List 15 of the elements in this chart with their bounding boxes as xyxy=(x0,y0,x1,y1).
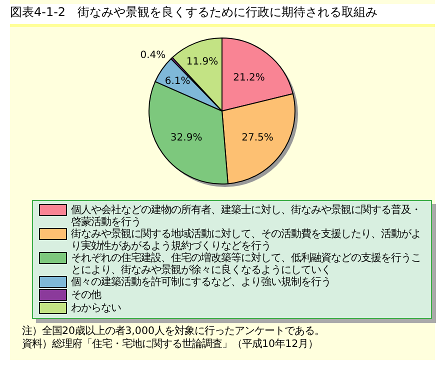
chart-title: 図表4-1-2 街なみや景観を良くするために行政に期待される取組み xyxy=(10,4,435,27)
data-label: 27.5% xyxy=(242,132,274,144)
text: 注）全国20歳以上の者3,000人を対象に行ったアンケートである。 xyxy=(22,325,325,338)
data-label: 0.4% xyxy=(140,50,166,61)
data-label: 11.9% xyxy=(186,56,218,68)
legend-label: 個々の建築活動を許可制にするなど、より強い規制を行う xyxy=(71,276,331,288)
text: 資料）総理府「住宅・宅地に関する世論調査」（平成10年12月） xyxy=(22,338,320,351)
legend-label: その他 xyxy=(71,289,101,301)
data-label: 21.2% xyxy=(233,72,265,84)
legend-label: 街なみや景観に関する地域活動に対して、その活動費を支援したり、活動がより実効性があがるよう規約づくりなどを行う xyxy=(71,228,422,252)
legend-label: それぞれの住宅建設、住宅の増改築等に対して、低利融資などの支援を行うことにより、街なみや景観が徐々に良くなるようにしていく xyxy=(71,252,422,276)
data-label: 32.9% xyxy=(170,132,202,144)
data-label: 6.1% xyxy=(164,76,190,88)
legend-label: 個人や会社などの建物の所有者、建築士に対し、街なみや景観に関する普及・啓蒙活動を行う xyxy=(71,204,422,228)
legend-label: わからない xyxy=(71,302,121,314)
